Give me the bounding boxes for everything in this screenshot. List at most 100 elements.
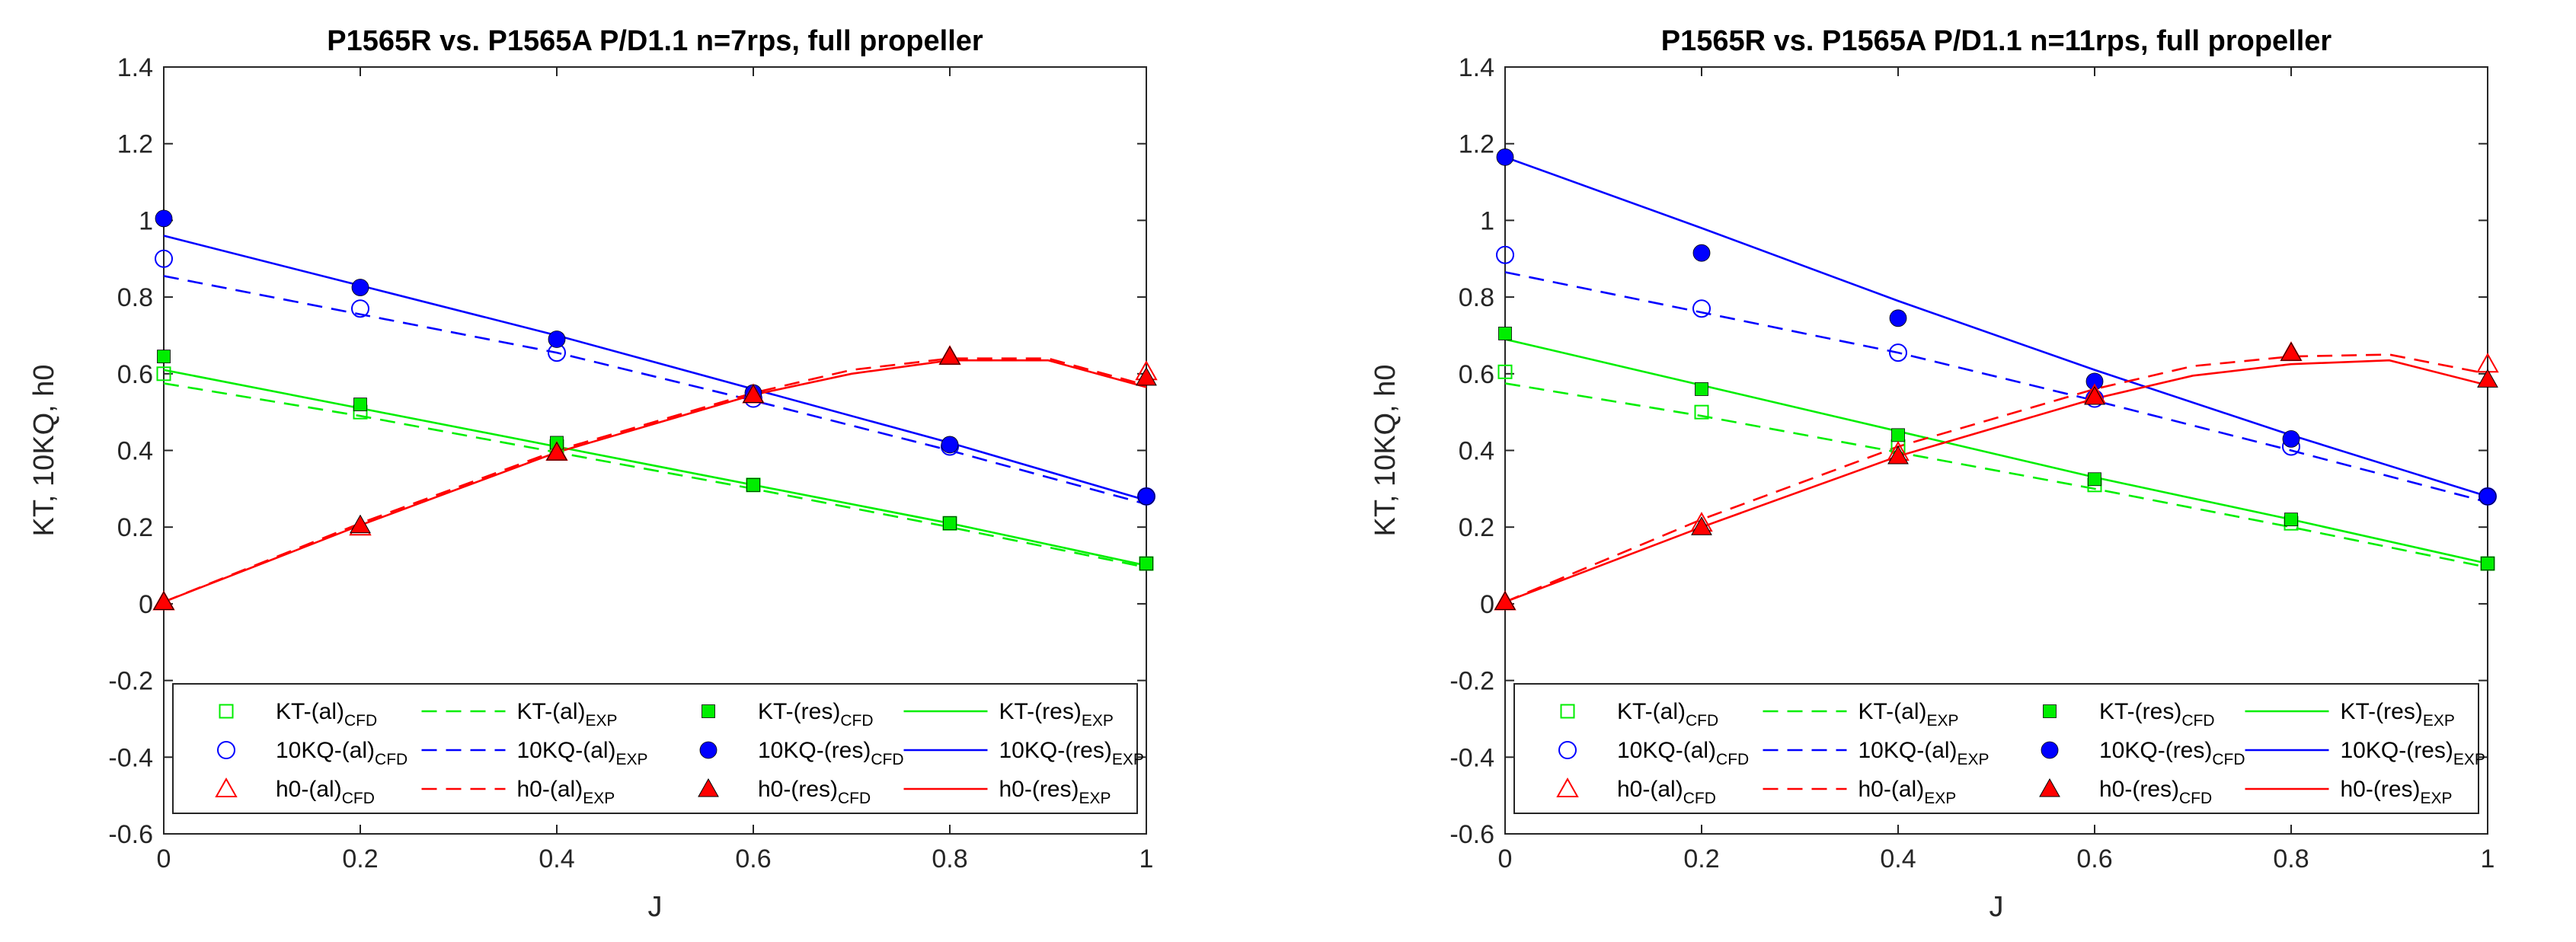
legend-item-h0-al-cfd: h0-(al)CFD [1556,777,1716,807]
y-axis-label: KT, 10KQ, h0 [1369,364,1401,536]
data-point-kq-al-cfd [1692,299,1711,318]
data-point-h0-res-cfd [153,591,174,610]
data-point-h0-res-cfd [546,442,567,461]
y-tick-label: 1.4 [117,53,153,82]
legend-label: KT-(al)EXP [1858,699,1959,730]
legend-item-kt-al-cfd: KT-(al)CFD [1560,699,1718,730]
data-point-kt-res-cfd [1695,382,1708,396]
legend-item-h0-al-exp: h0-(al)EXP [1763,777,1957,807]
x-tick-label: 0.6 [735,845,771,873]
series-markers [152,209,1158,611]
data-point-kt-res-cfd [2088,472,2101,487]
legend-item-h0-res-cfd: h0-(res)CFD [698,777,871,807]
legend-label: KT-(res)CFD [2099,699,2215,730]
legend-symbol [1560,704,1575,719]
y-tick-label: 0 [139,590,153,619]
legend-label: 10KQ-(al)CFD [1617,738,1749,768]
data-point-kt-res-cfd [157,350,171,364]
y-tick-label: 0.4 [117,437,153,466]
y-tick-label: -0.4 [1449,743,1494,772]
y-axis-label: KT, 10KQ, h0 [28,364,60,536]
legend-item-kt-res-cfd: KT-(res)CFD [2043,699,2215,730]
data-point-kt-res-cfd [1498,327,1512,340]
legend-symbol [2039,778,2060,797]
y-tick-label: 1.2 [1459,130,1494,159]
chart-title: P1565R vs. P1565A P/D1.1 n=7rps, full pr… [327,25,983,57]
data-point-h0-res-cfd [1136,366,1157,386]
legend-label: 10KQ-(al)EXP [517,738,648,768]
series-line-h0-res-exp [164,359,1146,603]
data-point-kq-res-cfd [1889,309,1907,327]
legend-box [172,683,1138,814]
chart-panel-left: P1565R vs. P1565A P/D1.1 n=7rps, full pr… [28,25,1158,923]
series-line-h0-al-exp [164,357,1146,603]
data-point-kq-al-cfd [351,299,369,318]
x-tick-label: 0.2 [1683,845,1719,873]
legend-symbol [699,741,718,759]
legend: KT-(al)CFD KT-(al)EXP KT-(res)CFD KT-(res)E… [1513,683,2485,814]
legend-label: h0-(res)EXP [2341,777,2453,807]
legend-item-h0-al-exp: h0-(al)EXP [421,777,615,807]
legend-symbol [1558,741,1577,759]
series-line-kq-al-exp [164,275,1146,506]
data-point-kt-res-cfd [353,398,367,411]
legend-label: 10KQ-(res)EXP [999,738,1144,768]
y-tick-label: 0.6 [1459,360,1494,389]
legend-item-kq-al-exp: 10KQ-(al)EXP [421,738,648,768]
y-tick-label: -0.2 [1449,667,1494,696]
data-point-kq-res-cfd [351,279,369,296]
legend-item-kq-res-exp: 10KQ-(res)EXP [903,738,1144,768]
data-point-h0-res-cfd [2280,342,2302,361]
data-point-kt-al-cfd [1694,404,1709,420]
legend-label: KT-(res)EXP [2341,699,2455,730]
legend-item-kt-res-exp: KT-(res)EXP [2245,699,2455,730]
legend-label: KT-(al)CFD [276,699,377,730]
series-line-kt-al-exp [164,382,1146,569]
y-tick-label: 0 [1480,590,1494,619]
legend-item-kt-al-exp: KT-(al)EXP [421,699,618,730]
legend-symbol [2041,741,2059,759]
x-axis-label: J [648,891,663,923]
chart-panel-right: P1565R vs. P1565A P/D1.1 n=11rps, full p… [1288,0,2576,942]
series-markers [1494,148,2499,611]
legend-item-h0-res-cfd: h0-(res)CFD [2039,777,2212,807]
legend-box [1513,683,2479,814]
legend-item-kq-al-cfd: 10KQ-(al)CFD [1558,738,1749,768]
series-line-h0-res-exp [1505,359,2488,603]
legend-label: KT-(al)EXP [517,699,618,730]
y-tick-label: 0.4 [1459,437,1494,466]
legend-label: 10KQ-(res)EXP [2341,738,2485,768]
legend-item-kt-res-exp: KT-(res)EXP [903,699,1114,730]
legend-label: h0-(res)EXP [999,777,1111,807]
legend-label: 10KQ-(al)EXP [1858,738,1990,768]
y-tick-label: 0.8 [117,283,153,312]
y-tick-label: 1.2 [117,130,153,159]
legend-item-h0-res-exp: h0-(res)EXP [2245,777,2453,807]
legend-label: h0-(al)EXP [517,777,615,807]
legend-item-kq-res-cfd: 10KQ-(res)CFD [2041,738,2245,768]
x-tick-label: 0.8 [2273,845,2309,873]
legend-item-kq-res-cfd: 10KQ-(res)CFD [699,738,904,768]
x-tick-label: 0.4 [539,845,574,873]
chart-left: P1565R vs. P1565A P/D1.1 n=7rps, full pr… [28,25,1158,923]
data-point-kq-res-cfd [155,209,173,228]
data-point-h0-res-cfd [2477,369,2498,388]
data-point-kt-res-cfd [1891,428,1905,442]
legend-symbol [219,704,234,719]
legend-label: h0-(al)CFD [276,777,375,807]
data-point-h0-res-cfd [1691,516,1712,535]
legend-symbol [217,741,235,759]
legend-label: h0-(al)EXP [1858,777,1957,807]
data-point-h0-res-cfd [1494,591,1516,610]
legend-symbol [215,777,238,797]
y-tick-label: -0.6 [108,820,153,849]
y-tick-label: 0.8 [1459,283,1494,312]
chart-title: P1565R vs. P1565A P/D1.1 n=11rps, full p… [1661,25,2332,57]
data-point-kq-al-cfd [1496,245,1514,264]
data-point-kq-res-cfd [1137,487,1155,506]
x-tick-label: 0.2 [342,845,378,873]
x-tick-label: 0 [157,845,171,873]
series-line-kt-res-exp [164,369,1146,567]
y-tick-label: -0.4 [108,743,153,772]
data-point-kq-res-cfd [1692,244,1711,262]
